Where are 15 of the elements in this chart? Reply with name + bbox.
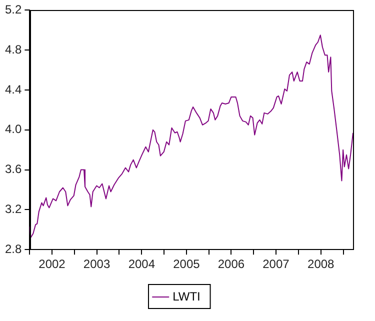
y-tick-label: 4.4: [4, 82, 22, 96]
x-tick-label: 2007: [262, 257, 290, 272]
legend-label: LWTI: [172, 289, 200, 304]
x-tick-label: 2003: [83, 257, 110, 272]
y-tick-label: 2.8: [4, 242, 22, 256]
y-tick-label: 4.8: [4, 42, 22, 56]
x-tick-label: 2005: [173, 257, 200, 272]
x-tick-label: 2006: [218, 257, 245, 272]
x-tick-label: 2008: [308, 257, 335, 272]
x-tick-label: 2004: [128, 257, 156, 272]
y-tick-label: 4.0: [4, 122, 22, 136]
y-tick-label: 5.2: [4, 2, 22, 17]
y-tick-label: 3.6: [4, 162, 22, 176]
y-tick-label: 3.2: [4, 202, 22, 216]
x-tick-label: 2002: [38, 257, 66, 272]
